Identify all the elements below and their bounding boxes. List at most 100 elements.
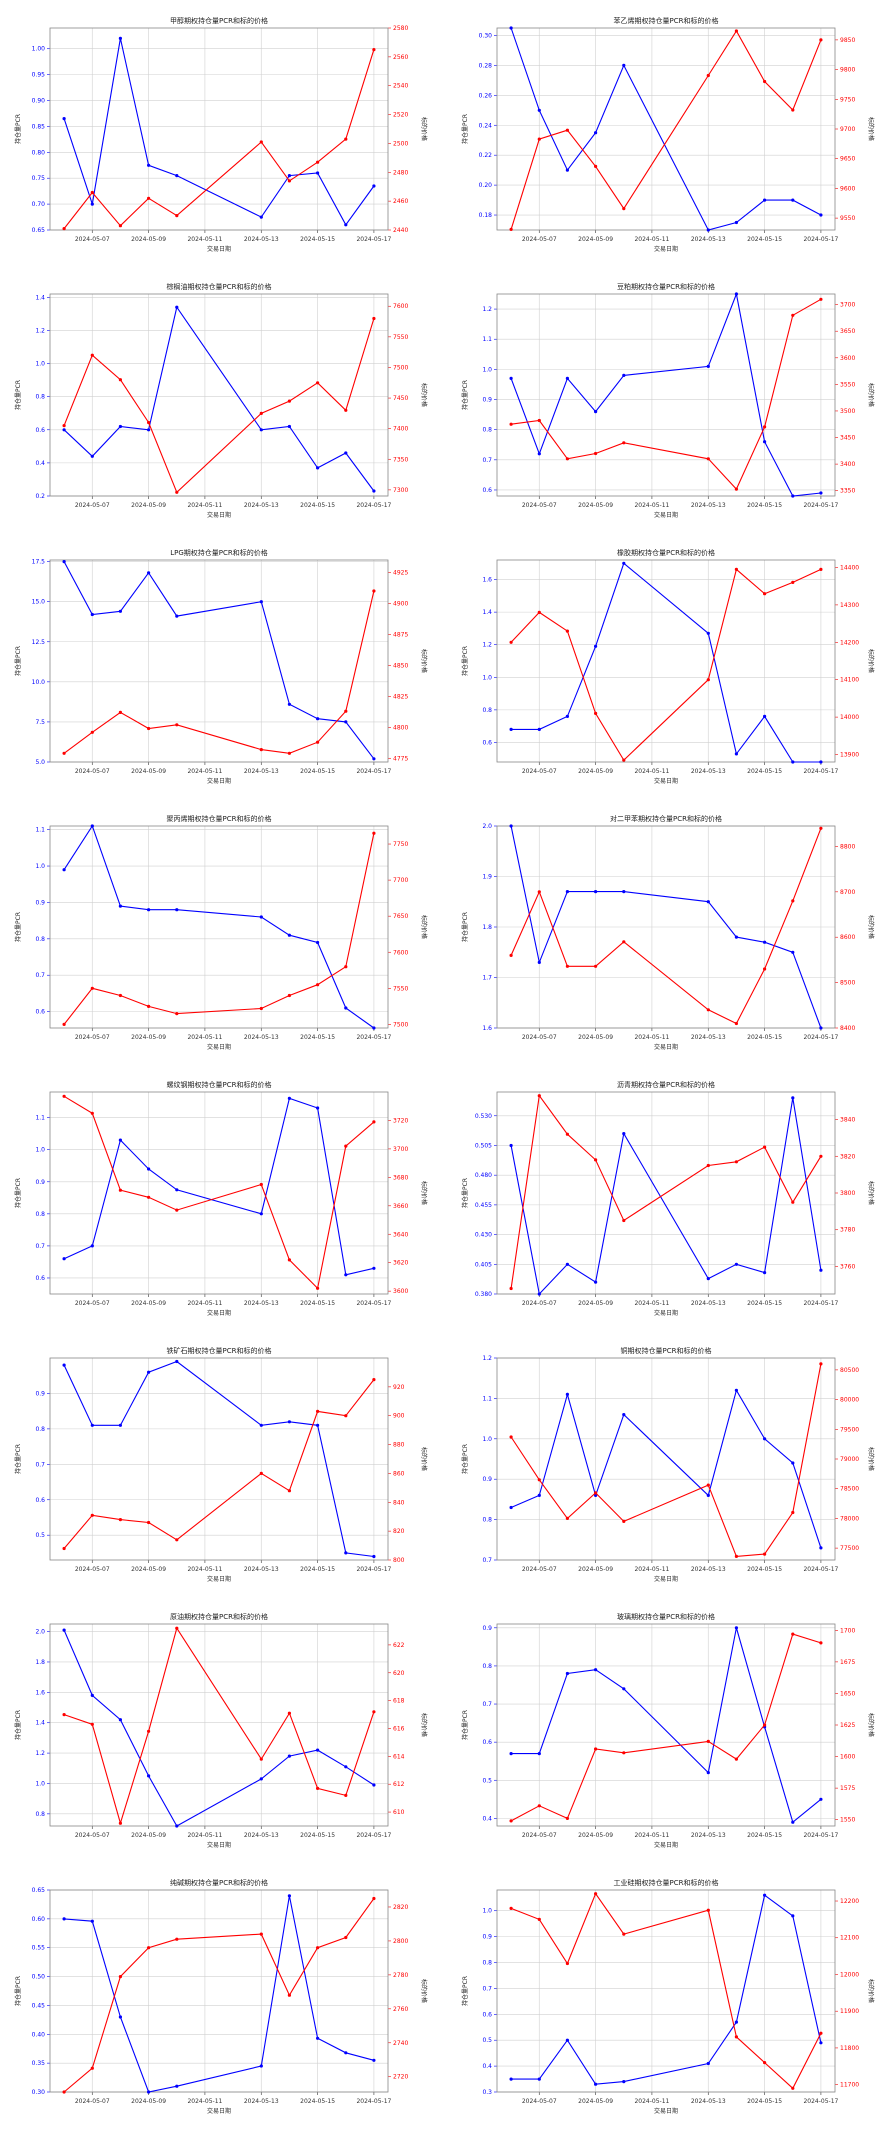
tick-label-right: 9750 bbox=[840, 96, 855, 103]
pcr-point bbox=[622, 2080, 626, 2084]
tick-label-x: 2024-05-09 bbox=[578, 768, 613, 775]
price-point bbox=[763, 425, 767, 429]
y-axis-label-right: 标的价格 bbox=[420, 915, 428, 939]
price-point bbox=[287, 1258, 291, 1262]
price-point bbox=[62, 1546, 66, 1551]
chart-title: 聚丙烯期权持仓量PCR和标的价格 bbox=[167, 814, 272, 823]
tick-label-x: 2024-05-07 bbox=[522, 768, 557, 775]
tick-label-left: 1.0 bbox=[482, 674, 492, 681]
price-line bbox=[511, 298, 822, 491]
tick-label-left: 1.1 bbox=[482, 1395, 492, 1402]
price-point bbox=[259, 1182, 263, 1187]
price-point bbox=[594, 164, 598, 168]
pcr-point bbox=[90, 1423, 94, 1427]
tick-label-left: 0.8 bbox=[482, 1960, 492, 1967]
price-point bbox=[734, 567, 738, 571]
tick-label-x: 2024-05-09 bbox=[131, 236, 166, 243]
tick-label-x: 2024-05-11 bbox=[187, 768, 222, 775]
price-point bbox=[372, 589, 376, 593]
price-point bbox=[287, 179, 291, 183]
tick-label-x: 2024-05-11 bbox=[187, 502, 222, 509]
price-point bbox=[62, 1713, 66, 1717]
tick-label-right: 7550 bbox=[393, 334, 408, 341]
tick-label-left: 0.65 bbox=[32, 1887, 46, 1894]
pcr-line bbox=[511, 562, 821, 763]
price-point bbox=[594, 1158, 598, 1162]
tick-label-right: 3400 bbox=[840, 461, 855, 468]
pcr-point bbox=[706, 364, 710, 368]
tick-label-x: 2024-05-09 bbox=[131, 768, 166, 775]
y-axis-label-left: 持仓量PCR bbox=[461, 646, 469, 676]
tick-label-right: 7350 bbox=[393, 456, 408, 463]
tick-label-x: 2024-05-11 bbox=[187, 1832, 222, 1839]
pcr-point bbox=[509, 824, 513, 828]
pcr-point bbox=[594, 1280, 598, 1284]
pcr-point bbox=[259, 1423, 263, 1427]
tick-label-x: 2024-05-17 bbox=[803, 1034, 838, 1041]
chart-title: 棕榈油期权持仓量PCR和标的价格 bbox=[167, 282, 272, 291]
tick-label-right: 80000 bbox=[840, 1397, 859, 1404]
tick-label-right: 11900 bbox=[840, 2008, 859, 2015]
pcr-point bbox=[594, 131, 598, 135]
price-point bbox=[734, 1021, 738, 1026]
pcr-point bbox=[791, 950, 795, 954]
tick-label-right: 2440 bbox=[393, 227, 408, 234]
price-point bbox=[344, 1414, 348, 1418]
tick-label-left: 0.35 bbox=[32, 2060, 46, 2067]
pcr-point bbox=[509, 727, 513, 731]
price-line bbox=[63, 318, 375, 494]
tick-label-left: 1.8 bbox=[482, 924, 492, 931]
price-point bbox=[791, 313, 795, 317]
tick-label-left: 0.65 bbox=[32, 227, 46, 234]
pcr-point bbox=[622, 1413, 626, 1417]
pcr-point bbox=[259, 2064, 263, 2068]
y-axis-label-right: 标的价格 bbox=[420, 1447, 428, 1471]
chart-10: 沥青期权持仓量PCR和标的价格 0.380 0.405 0.430 0.455 0.480… bbox=[461, 1080, 875, 1317]
pcr-point bbox=[344, 1765, 348, 1769]
price-point bbox=[706, 457, 710, 461]
pcr-point bbox=[565, 376, 569, 380]
pcr-point bbox=[565, 168, 569, 172]
price-point bbox=[175, 490, 179, 494]
price-point bbox=[791, 1200, 795, 1204]
chart-11: 铁矿石期权持仓量PCR和标的价格 0.5 0.6 0.7 0.8 0.9 800 820 840… bbox=[14, 1346, 428, 1583]
tick-label-left: 0.405 bbox=[475, 1261, 492, 1268]
pcr-point bbox=[259, 600, 263, 604]
pcr-point bbox=[372, 1266, 376, 1270]
pcr-point bbox=[594, 1668, 598, 1672]
tick-label-left: 0.18 bbox=[479, 212, 493, 219]
price-point bbox=[706, 1163, 710, 1168]
x-axis-label: 交易日期 bbox=[207, 245, 231, 253]
pcr-point bbox=[791, 494, 795, 498]
pcr-point bbox=[62, 560, 66, 564]
tick-label-left: 0.6 bbox=[482, 739, 492, 746]
price-line bbox=[510, 1892, 822, 2090]
tick-label-right: 1650 bbox=[840, 1690, 855, 1697]
tick-label-x: 2024-05-09 bbox=[578, 1832, 613, 1839]
pcr-point bbox=[316, 940, 320, 945]
tick-label-left: 0.9 bbox=[35, 899, 45, 906]
price-point bbox=[316, 381, 320, 385]
tick-label-left: 0.5 bbox=[482, 1777, 492, 1784]
tick-label-x: 2024-05-11 bbox=[187, 2098, 222, 2105]
price-point bbox=[62, 1094, 66, 1098]
price-point bbox=[175, 1012, 179, 1016]
tick-label-right: 1550 bbox=[840, 1817, 855, 1824]
y-axis-label-left: 持仓量PCR bbox=[14, 1710, 22, 1740]
price-point bbox=[344, 1935, 348, 1940]
y-axis-label-left: 持仓量PCR bbox=[461, 1976, 469, 2006]
tick-label-right: 11800 bbox=[840, 2045, 859, 2052]
pcr-point bbox=[175, 1359, 179, 1364]
chart-5: LPG期权持仓量PCR和标的价格 5.0 7.5 10.0 12.5 15.0 17.5 47… bbox=[14, 548, 428, 785]
tick-label-left: 0.9 bbox=[35, 1179, 45, 1186]
tick-label-x: 2024-05-17 bbox=[803, 1832, 838, 1839]
tick-label-right: 78000 bbox=[840, 1515, 859, 1522]
price-point bbox=[147, 1520, 151, 1525]
price-point bbox=[537, 137, 541, 141]
tick-label-left: 1.0 bbox=[35, 361, 45, 368]
tick-label-x: 2024-05-17 bbox=[356, 502, 391, 509]
pcr-line bbox=[63, 1097, 375, 1276]
tick-label-right: 79000 bbox=[840, 1456, 859, 1463]
tick-label-x: 2024-05-07 bbox=[522, 1832, 557, 1839]
tick-label-x: 2024-05-09 bbox=[131, 502, 166, 509]
